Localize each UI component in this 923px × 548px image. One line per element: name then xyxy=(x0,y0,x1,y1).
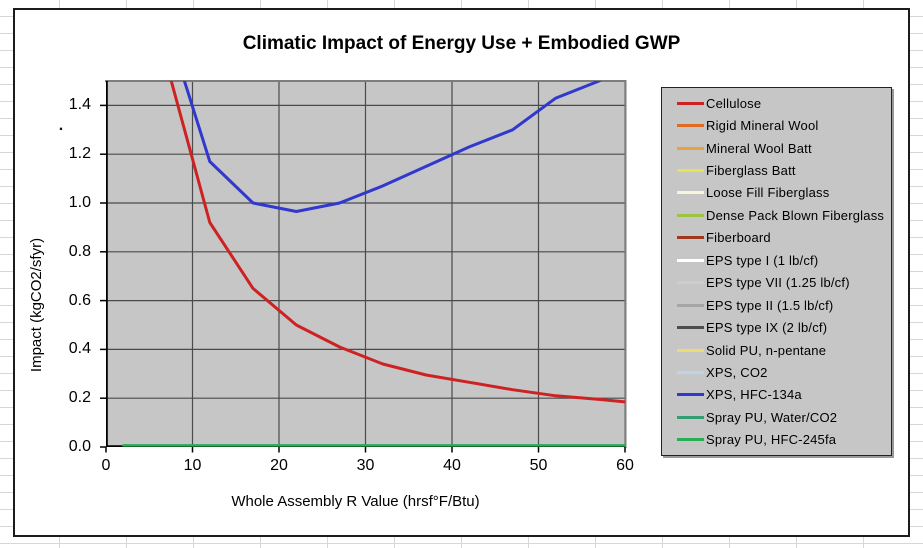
legend-swatch-line xyxy=(677,258,704,262)
legend-item-label: Fiberboard xyxy=(706,230,771,246)
legend-swatch-line xyxy=(677,438,704,442)
y-tick-label: 1.4 xyxy=(68,96,91,114)
legend-item: Spray PU, HFC-245fa xyxy=(677,432,889,447)
legend-swatch-line xyxy=(677,236,704,240)
plot-area xyxy=(100,73,627,453)
x-tick-label: 60 xyxy=(616,457,634,474)
legend-item: Mineral Wool Batt xyxy=(677,141,889,156)
legend-item-label: EPS type II (1.5 lb/cf) xyxy=(706,297,834,313)
legend-item-label: XPS, HFC-134a xyxy=(706,387,802,403)
y-tick-label: 1.0 xyxy=(68,194,91,211)
legend-swatch-line xyxy=(677,303,704,307)
x-axis-title: Whole Assembly R Value (hrsf°F/Btu) xyxy=(231,493,480,510)
legend-item: Dense Pack Blown Fiberglass xyxy=(677,208,889,223)
legend[interactable]: Cellulose Rigid Mineral Wool Mineral Wool … xyxy=(661,87,892,456)
x-tick-label: 0 xyxy=(101,457,111,474)
legend-item-label: Dense Pack Blown Fiberglass xyxy=(706,207,885,223)
legend-swatch-line xyxy=(677,213,704,217)
legend-swatch-line xyxy=(677,101,704,105)
legend-item: Fiberglass Batt xyxy=(677,163,889,178)
x-tick-label: 10 xyxy=(183,457,202,474)
legend-item-label: Fiberglass Batt xyxy=(706,163,796,179)
legend-item-label: Spray PU, HFC-245fa xyxy=(706,432,837,448)
legend-item: EPS type VII (1.25 lb/cf) xyxy=(677,275,889,290)
legend-swatch-line xyxy=(677,281,704,285)
chart-object[interactable]: Climatic Impact of Energy Use + Embodied… xyxy=(13,8,910,537)
legend-swatch-line xyxy=(677,326,704,330)
series-line-cellulose[interactable] xyxy=(167,73,625,404)
legend-item-label: Mineral Wool Batt xyxy=(706,140,812,156)
legend-swatch-line xyxy=(677,146,704,150)
legend-item: Rigid Mineral Wool xyxy=(677,118,889,133)
legend-swatch-line xyxy=(677,393,704,397)
y-tick-label: 0.2 xyxy=(68,389,91,407)
y-tick-label: 0.4 xyxy=(68,340,91,358)
legend-item-label: EPS type I (1 lb/cf) xyxy=(706,252,819,268)
legend-list: Cellulose Rigid Mineral Wool Mineral Wool … xyxy=(662,88,891,455)
x-tick-label: 20 xyxy=(270,457,288,474)
legend-item: XPS, HFC-134a xyxy=(677,387,889,402)
legend-item: EPS type II (1.5 lb/cf) xyxy=(677,298,889,313)
legend-item-label: EPS type VII (1.25 lb/cf) xyxy=(706,275,850,291)
legend-swatch-line xyxy=(677,169,704,173)
y-tick-label: 0.0 xyxy=(68,438,91,455)
legend-item-label: Spray PU, Water/CO2 xyxy=(706,409,838,425)
legend-item: EPS type I (1 lb/cf) xyxy=(677,253,889,268)
legend-item: Loose Fill Fiberglass xyxy=(677,185,889,200)
legend-item-label: EPS type IX (2 lb/cf) xyxy=(706,320,828,336)
x-tick-label: 50 xyxy=(529,457,548,474)
y-tick-label: 0.8 xyxy=(68,242,91,260)
legend-item-label: Rigid Mineral Wool xyxy=(706,118,819,134)
legend-item: XPS, CO2 xyxy=(677,365,889,380)
y-tick-label: 1.2 xyxy=(68,145,91,163)
legend-swatch-line xyxy=(677,191,704,195)
x-tick-label: 40 xyxy=(443,457,461,474)
series-line-xps-hfc-134a[interactable] xyxy=(175,73,625,213)
legend-item: Cellulose xyxy=(677,96,889,111)
legend-item-label: XPS, CO2 xyxy=(706,364,768,380)
legend-item-label: Loose Fill Fiberglass xyxy=(706,185,830,201)
y-axis-title: Impact (kgCO2/sfyr) xyxy=(28,237,45,373)
legend-item-label: Solid PU, n-pentane xyxy=(706,342,827,358)
legend-item-label: Cellulose xyxy=(706,95,762,111)
legend-item: EPS type IX (2 lb/cf) xyxy=(677,320,889,335)
stray-dot: . xyxy=(58,117,64,134)
chart-title: Climatic Impact of Energy Use + Embodied… xyxy=(242,33,681,54)
legend-swatch-line xyxy=(677,370,704,374)
y-tick-label: 0.6 xyxy=(68,291,91,309)
legend-swatch-line xyxy=(677,124,704,128)
legend-item: Fiberboard xyxy=(677,230,889,245)
legend-swatch-line xyxy=(677,415,704,419)
legend-item: Solid PU, n-pentane xyxy=(677,343,889,358)
legend-swatch-line xyxy=(677,348,704,352)
legend-item: Spray PU, Water/CO2 xyxy=(677,410,889,425)
x-tick-label: 30 xyxy=(356,457,375,474)
